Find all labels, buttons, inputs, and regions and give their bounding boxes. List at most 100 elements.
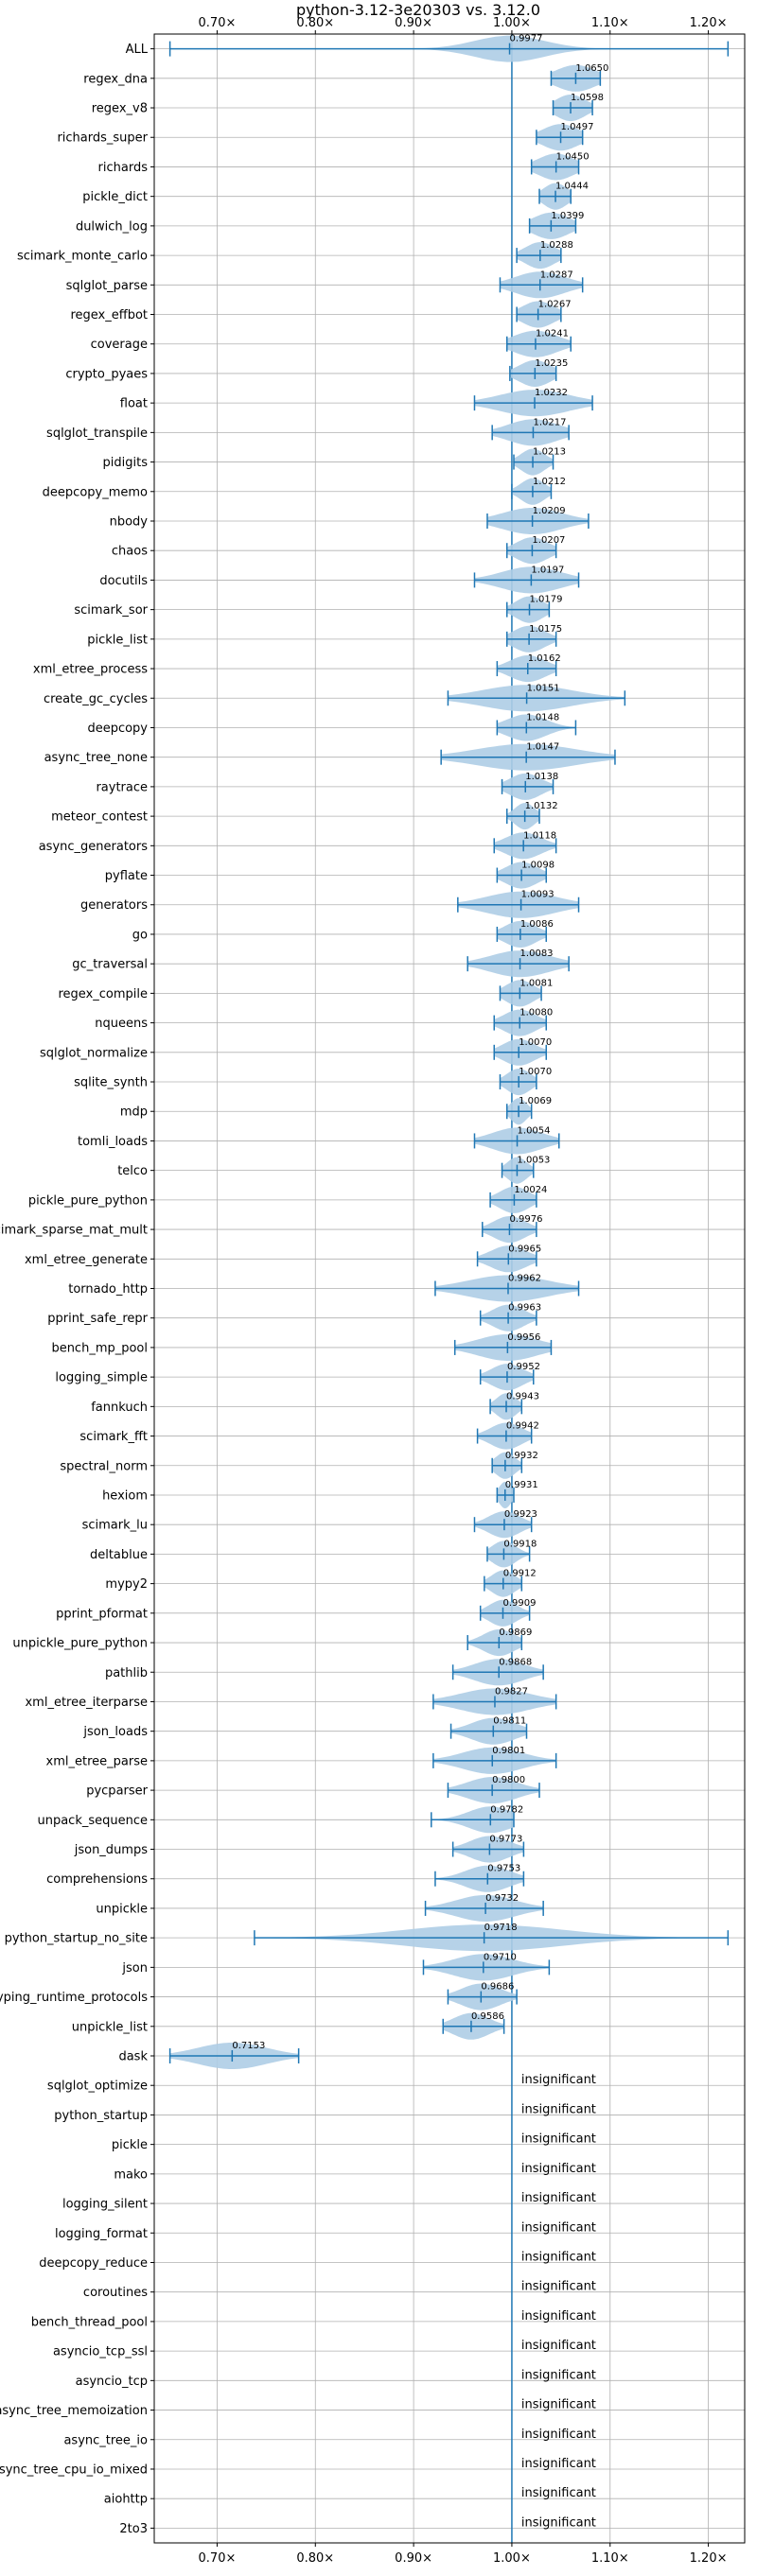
value-label: 0.9952 (507, 1362, 540, 1372)
value-label: 0.9923 (504, 1509, 537, 1520)
label-layer: 0.70× 0.70× 0.80× 0.80× 0.90× 0.90× 1.00× 1.00×… (0, 16, 728, 2566)
value-label: 1.0070 (519, 1037, 552, 1048)
y-tick-label: regex_effbot (70, 308, 148, 322)
insignificant-label: insignificant (521, 2162, 596, 2176)
insignificant-label: insignificant (521, 2398, 596, 2412)
value-label: 0.9942 (506, 1421, 539, 1432)
y-tick-label: pycparser (86, 1784, 148, 1799)
value-label: 0.9718 (484, 1923, 518, 1933)
y-tick-label: scimark_fft (79, 1430, 148, 1444)
insignificant-label: insignificant (521, 2428, 596, 2442)
insignificant-label: insignificant (521, 2220, 596, 2235)
value-label: 1.0080 (519, 1008, 553, 1018)
value-label: 0.9868 (499, 1657, 532, 1667)
insignificant-label: insignificant (521, 2132, 596, 2147)
x-tick-label-bottom: 1.20× (690, 2551, 728, 2566)
value-label: 0.9869 (499, 1627, 532, 1638)
chart-title: python-3.12-3e20303 vs. 3.12.0 (296, 1, 540, 19)
value-label: 1.0147 (526, 742, 559, 753)
insignificant-label: insignificant (521, 2457, 596, 2471)
y-tick-label: typing_runtime_protocols (0, 1991, 148, 2005)
y-tick-label: regex_dna (83, 72, 148, 86)
y-tick-label: pickle_pure_python (28, 1193, 148, 1208)
y-tick-label: create_gc_cycles (44, 692, 148, 706)
value-label: 0.9943 (506, 1391, 539, 1401)
insignificant-label: insignificant (521, 2191, 596, 2205)
y-tick-label: async_tree_io (63, 2433, 148, 2447)
x-tick-label-bottom: 0.80× (296, 2551, 334, 2566)
y-tick-label: tornado_http (68, 1282, 148, 1297)
y-tick-label: pprint_pformat (56, 1607, 148, 1621)
y-tick-label: pickle (112, 2138, 148, 2152)
y-tick-label: nbody (110, 514, 149, 529)
y-tick-label: scimark_sor (74, 603, 148, 618)
y-tick-label: mdp (120, 1105, 148, 1120)
value-label: 0.9965 (508, 1244, 541, 1254)
value-label: 1.0241 (536, 329, 569, 339)
y-tick-label: xml_etree_iterparse (25, 1696, 148, 1710)
value-label: 0.9931 (505, 1480, 538, 1490)
value-label: 0.9782 (490, 1804, 523, 1815)
y-tick-label: coroutines (83, 2286, 148, 2300)
y-tick-label: gc_traversal (72, 958, 148, 972)
y-tick-label: json_loads (82, 1725, 148, 1739)
y-tick-label: pickle_dict (82, 190, 148, 204)
value-label: 1.0098 (521, 861, 555, 871)
y-tick-label: asyncio_tcp_ssl (53, 2345, 148, 2359)
y-tick-label: spectral_norm (60, 1459, 148, 1473)
value-label: 1.0497 (561, 122, 594, 132)
y-tick-label: go (132, 928, 148, 942)
value-label: 1.0162 (528, 653, 561, 664)
y-tick-label: richards (98, 161, 149, 175)
value-label: 0.7153 (232, 2041, 265, 2051)
value-label: 0.9932 (505, 1451, 538, 1461)
value-label: 1.0232 (535, 388, 568, 398)
y-tick-label: raytrace (96, 780, 148, 794)
value-label: 1.0444 (555, 182, 589, 192)
y-tick-label: fannkuch (91, 1401, 148, 1415)
y-tick-label: regex_v8 (92, 102, 148, 116)
y-tick-label: docutils (99, 574, 148, 588)
value-label: 1.0070 (519, 1067, 552, 1077)
y-tick-label: richards_super (57, 131, 148, 146)
value-label: 0.9912 (503, 1569, 537, 1579)
value-label: 1.0399 (551, 211, 584, 221)
y-tick-label: unpickle_pure_python (12, 1637, 148, 1651)
insignificant-label: insignificant (521, 2486, 596, 2500)
value-label: 0.9732 (485, 1893, 519, 1904)
value-label: 1.0209 (533, 506, 566, 516)
value-label: 1.0083 (520, 949, 554, 959)
value-label: 1.0207 (532, 535, 565, 546)
value-label: 1.0212 (533, 477, 566, 487)
value-label: 0.9827 (495, 1686, 528, 1697)
y-tick-label: dask (118, 2050, 148, 2064)
y-tick-label: crypto_pyaes (65, 367, 148, 381)
value-label: 0.9773 (489, 1835, 522, 1845)
y-tick-label: deltablue (90, 1548, 148, 1562)
value-label: 1.0197 (531, 565, 564, 575)
y-tick-label: async_tree_none (44, 751, 148, 765)
value-label: 1.0054 (518, 1125, 551, 1136)
y-tick-label: scimark_monte_carlo (17, 250, 148, 264)
y-tick-label: unpickle_list (72, 2020, 148, 2034)
insignificant-label: insignificant (521, 2368, 596, 2382)
plot-layer (168, 34, 730, 2543)
value-label: 1.0138 (525, 772, 558, 782)
value-label: 1.0288 (540, 240, 573, 251)
value-label: 1.0235 (535, 358, 568, 369)
y-tick-label: aiohttp (104, 2493, 148, 2507)
y-tick-label: scimark_sparse_mat_mult (0, 1224, 148, 1238)
value-label: 1.0179 (530, 595, 563, 605)
value-label: 0.9962 (508, 1274, 541, 1284)
value-label: 1.0175 (529, 624, 562, 635)
value-label: 1.0450 (556, 151, 590, 162)
value-label: 0.9976 (509, 1214, 542, 1225)
y-tick-label: python_startup (54, 2109, 148, 2123)
x-tick-label-top: 0.90× (395, 16, 432, 30)
x-tick-label-top: 1.20× (690, 16, 728, 30)
y-tick-label: unpickle (96, 1902, 148, 1916)
x-tick-label-bottom: 1.10× (591, 2551, 629, 2566)
value-label: 1.0024 (514, 1185, 547, 1195)
y-tick-label: meteor_contest (51, 810, 148, 825)
